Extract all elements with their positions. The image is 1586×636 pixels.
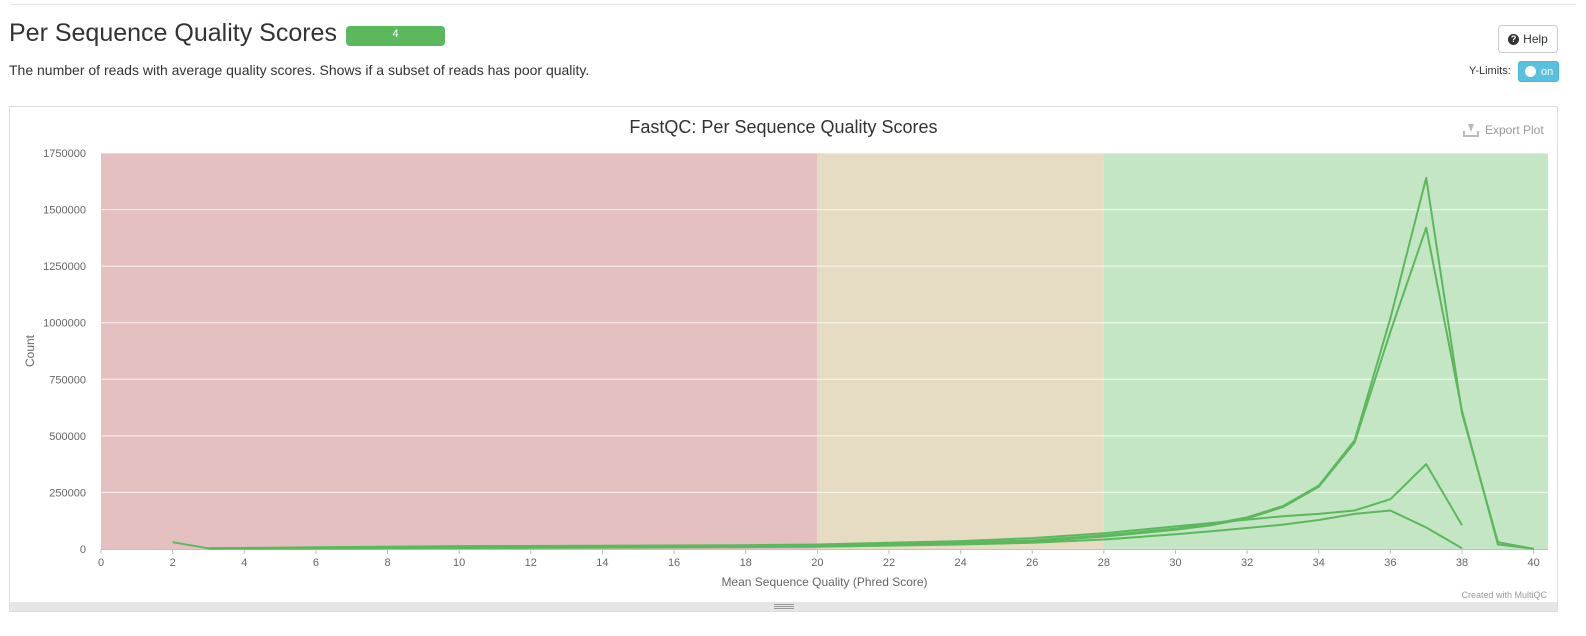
section-description: The number of reads with average quality… (9, 62, 590, 78)
multiqc-credit: Created with MultiQC (1461, 590, 1547, 600)
band-warn (817, 153, 1104, 549)
y-tick-label: 1000000 (43, 318, 86, 330)
ylimits-toggle-label: on (1541, 65, 1554, 78)
x-tick-label: 6 (313, 557, 319, 569)
x-tick-label: 36 (1384, 557, 1396, 569)
band-pass (1103, 153, 1548, 549)
ylimits-toggle[interactable]: on (1518, 61, 1559, 82)
page-title: Per Sequence Quality Scores (9, 19, 337, 47)
y-tick-label: 1500000 (43, 205, 86, 217)
plot-container: FastQC: Per Sequence Quality Scores Expo… (9, 106, 1558, 612)
y-tick-label: 1250000 (43, 261, 86, 273)
series-line[interactable] (208, 463, 1463, 550)
x-tick-label: 14 (596, 557, 608, 569)
band-fail (101, 153, 818, 549)
y-tick-label: 750000 (49, 374, 86, 386)
x-tick-label: 34 (1313, 557, 1325, 569)
top-divider (10, 4, 1576, 5)
sample-count-badge[interactable]: 4 (346, 26, 445, 46)
x-axis-title: Mean Sequence Quality (Phred Score) (721, 575, 927, 589)
toggle-knob (1525, 66, 1536, 77)
x-tick-label: 20 (811, 557, 823, 569)
grip-icon (773, 604, 794, 609)
help-button-label: Help (1523, 32, 1548, 46)
x-tick-label: 18 (740, 557, 752, 569)
x-tick-label: 28 (1098, 557, 1110, 569)
x-tick-label: 22 (883, 557, 895, 569)
download-icon (1463, 123, 1479, 137)
x-tick-label: 0 (98, 557, 104, 569)
x-tick-label: 4 (241, 557, 247, 569)
plot-resize-handle[interactable] (10, 602, 1557, 611)
question-circle-icon: ? (1508, 33, 1520, 45)
x-tick-label: 12 (525, 557, 537, 569)
chart-title: FastQC: Per Sequence Quality Scores (629, 117, 938, 137)
y-tick-label: 500000 (49, 431, 86, 443)
y-tick-label: 250000 (49, 487, 86, 499)
ylimits-label: Y-Limits: (1469, 65, 1511, 77)
x-tick-label: 8 (384, 557, 390, 569)
export-plot-label: Export Plot (1485, 123, 1544, 137)
x-tick-label: 24 (954, 557, 966, 569)
y-tick-label: 1750000 (43, 148, 86, 160)
y-axis-title: Count (23, 334, 37, 367)
export-plot-button[interactable]: Export Plot (1463, 123, 1544, 137)
y-tick-label: 0 (80, 544, 86, 556)
line-chart[interactable]: 0 2 4 6 8 10 12 14 16 18 20 22 24 26 28 30 32 34 36 38 40025… (10, 107, 1557, 602)
x-tick-label: 2 (170, 557, 176, 569)
x-tick-label: 16 (668, 557, 680, 569)
x-tick-label: 38 (1456, 557, 1468, 569)
series-line[interactable] (208, 509, 1463, 550)
x-tick-label: 32 (1241, 557, 1253, 569)
x-tick-label: 26 (1026, 557, 1038, 569)
x-tick-label: 30 (1169, 557, 1181, 569)
x-tick-label: 10 (453, 557, 465, 569)
x-tick-label: 40 (1528, 557, 1540, 569)
help-button[interactable]: ? Help (1498, 25, 1558, 53)
